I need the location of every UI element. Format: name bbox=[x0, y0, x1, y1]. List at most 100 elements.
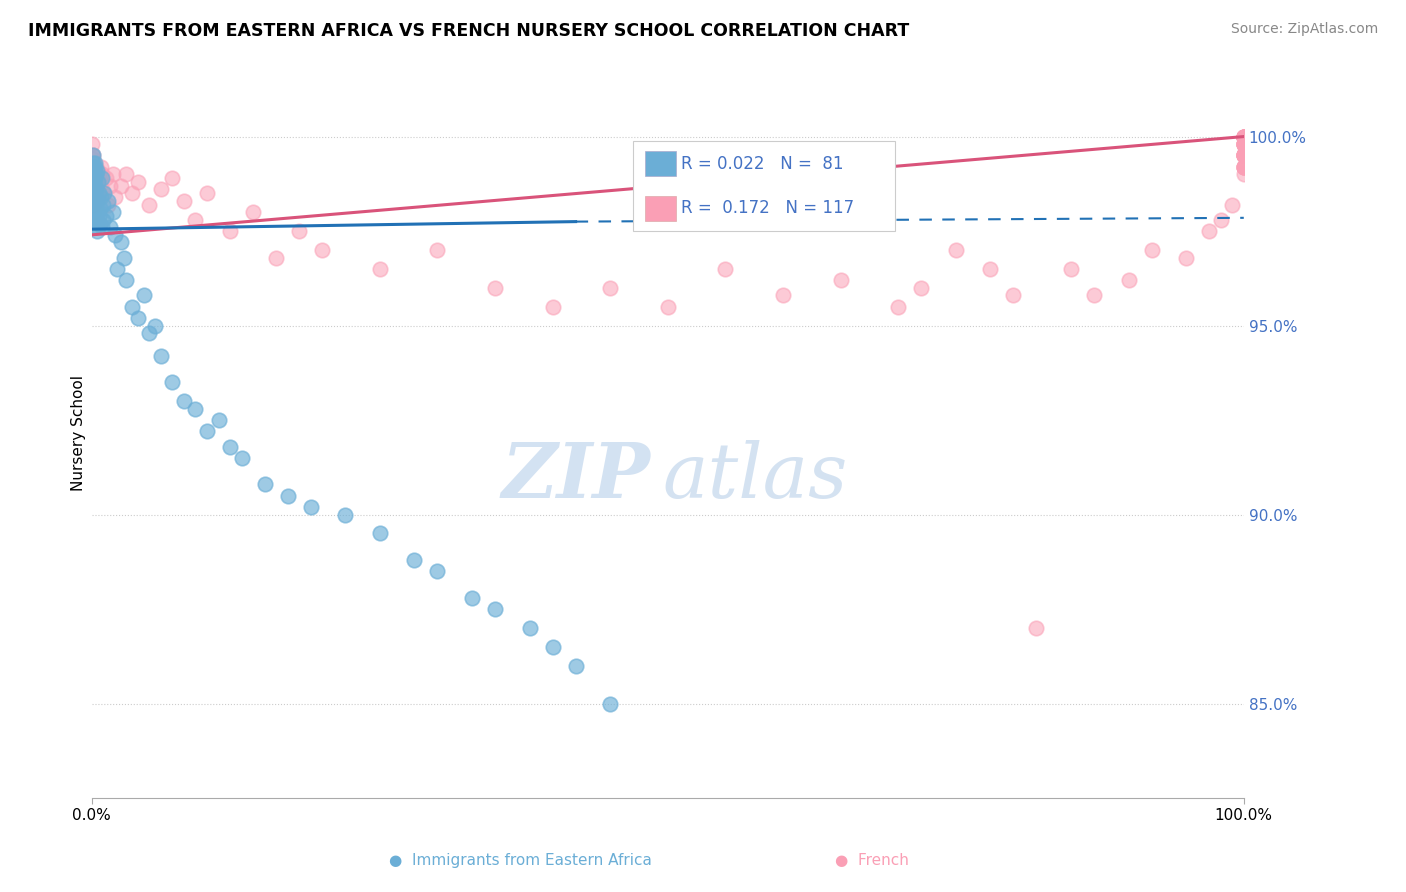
Point bbox=[82, 163, 104, 178]
Point bbox=[1233, 129, 1256, 144]
Text: Source: ZipAtlas.com: Source: ZipAtlas.com bbox=[1230, 22, 1378, 37]
Point bbox=[86, 182, 108, 196]
Point bbox=[887, 300, 910, 314]
Point bbox=[121, 300, 143, 314]
Point bbox=[1233, 129, 1256, 144]
Point bbox=[115, 167, 138, 181]
Point bbox=[86, 160, 108, 174]
Text: ●  Immigrants from Eastern Africa: ● Immigrants from Eastern Africa bbox=[389, 854, 651, 868]
Point bbox=[173, 394, 195, 409]
Point bbox=[242, 205, 264, 219]
Point bbox=[84, 212, 107, 227]
Point bbox=[90, 182, 112, 196]
Point bbox=[253, 477, 276, 491]
Point bbox=[1025, 621, 1047, 635]
Point bbox=[979, 261, 1001, 276]
Point bbox=[1118, 273, 1140, 287]
Point bbox=[94, 209, 117, 223]
Point bbox=[83, 160, 105, 174]
Point bbox=[82, 156, 104, 170]
Point bbox=[83, 160, 105, 174]
Point bbox=[84, 190, 107, 204]
Text: atlas: atlas bbox=[662, 440, 848, 514]
Point bbox=[83, 167, 105, 181]
Point bbox=[1233, 129, 1256, 144]
Point bbox=[184, 212, 207, 227]
Point bbox=[149, 182, 172, 196]
Point bbox=[89, 186, 111, 201]
Point bbox=[83, 202, 105, 216]
Point bbox=[94, 171, 117, 186]
Point bbox=[714, 261, 737, 276]
Point bbox=[426, 243, 449, 257]
Point bbox=[84, 167, 107, 181]
Point bbox=[288, 224, 311, 238]
Point bbox=[1233, 148, 1256, 162]
Point bbox=[1233, 129, 1256, 144]
Point bbox=[98, 220, 121, 235]
Point bbox=[90, 171, 112, 186]
Point bbox=[311, 243, 333, 257]
Point bbox=[368, 261, 391, 276]
Point bbox=[162, 171, 184, 186]
Point bbox=[1233, 137, 1256, 152]
Point bbox=[1233, 148, 1256, 162]
Point bbox=[84, 175, 107, 189]
Point bbox=[138, 197, 160, 211]
Point bbox=[89, 202, 111, 216]
Point bbox=[84, 167, 107, 181]
Point bbox=[91, 220, 114, 235]
Text: ●  French: ● French bbox=[835, 854, 908, 868]
Point bbox=[1198, 224, 1220, 238]
Point bbox=[84, 190, 107, 204]
Point bbox=[82, 148, 104, 162]
Point bbox=[83, 182, 105, 196]
Point bbox=[426, 564, 449, 578]
Point bbox=[657, 300, 679, 314]
Point bbox=[368, 526, 391, 541]
Point bbox=[541, 640, 564, 654]
Point bbox=[484, 602, 506, 616]
Point bbox=[91, 212, 114, 227]
Point bbox=[83, 171, 105, 186]
Point bbox=[772, 288, 794, 302]
Point bbox=[484, 281, 506, 295]
Point bbox=[1233, 160, 1256, 174]
Point bbox=[82, 137, 104, 152]
Point bbox=[219, 224, 242, 238]
Point bbox=[83, 186, 105, 201]
Point bbox=[404, 553, 426, 567]
Point bbox=[83, 175, 105, 189]
Point bbox=[82, 167, 104, 181]
Point bbox=[1233, 129, 1256, 144]
Point bbox=[84, 171, 107, 186]
Point bbox=[1209, 212, 1232, 227]
Point bbox=[299, 500, 322, 514]
Point bbox=[1233, 137, 1256, 152]
Point bbox=[82, 160, 104, 174]
Point bbox=[82, 175, 104, 189]
Point bbox=[93, 186, 115, 201]
Point bbox=[1233, 137, 1256, 152]
Point bbox=[82, 186, 104, 201]
Point bbox=[541, 300, 564, 314]
Text: R =  0.172   N = 117: R = 0.172 N = 117 bbox=[682, 199, 855, 218]
Point bbox=[1140, 243, 1163, 257]
Point bbox=[91, 197, 114, 211]
Point bbox=[564, 658, 586, 673]
Point bbox=[82, 167, 104, 181]
Point bbox=[90, 190, 112, 204]
Point bbox=[86, 163, 108, 178]
Point bbox=[82, 178, 104, 193]
Point bbox=[84, 156, 107, 170]
Point bbox=[101, 205, 124, 219]
Point bbox=[1233, 160, 1256, 174]
Point bbox=[1060, 261, 1083, 276]
Point bbox=[83, 167, 105, 181]
Point bbox=[89, 175, 111, 189]
Point bbox=[84, 186, 107, 201]
Point bbox=[86, 190, 108, 204]
Point bbox=[86, 182, 108, 196]
Point bbox=[82, 175, 104, 189]
Point bbox=[1233, 129, 1256, 144]
